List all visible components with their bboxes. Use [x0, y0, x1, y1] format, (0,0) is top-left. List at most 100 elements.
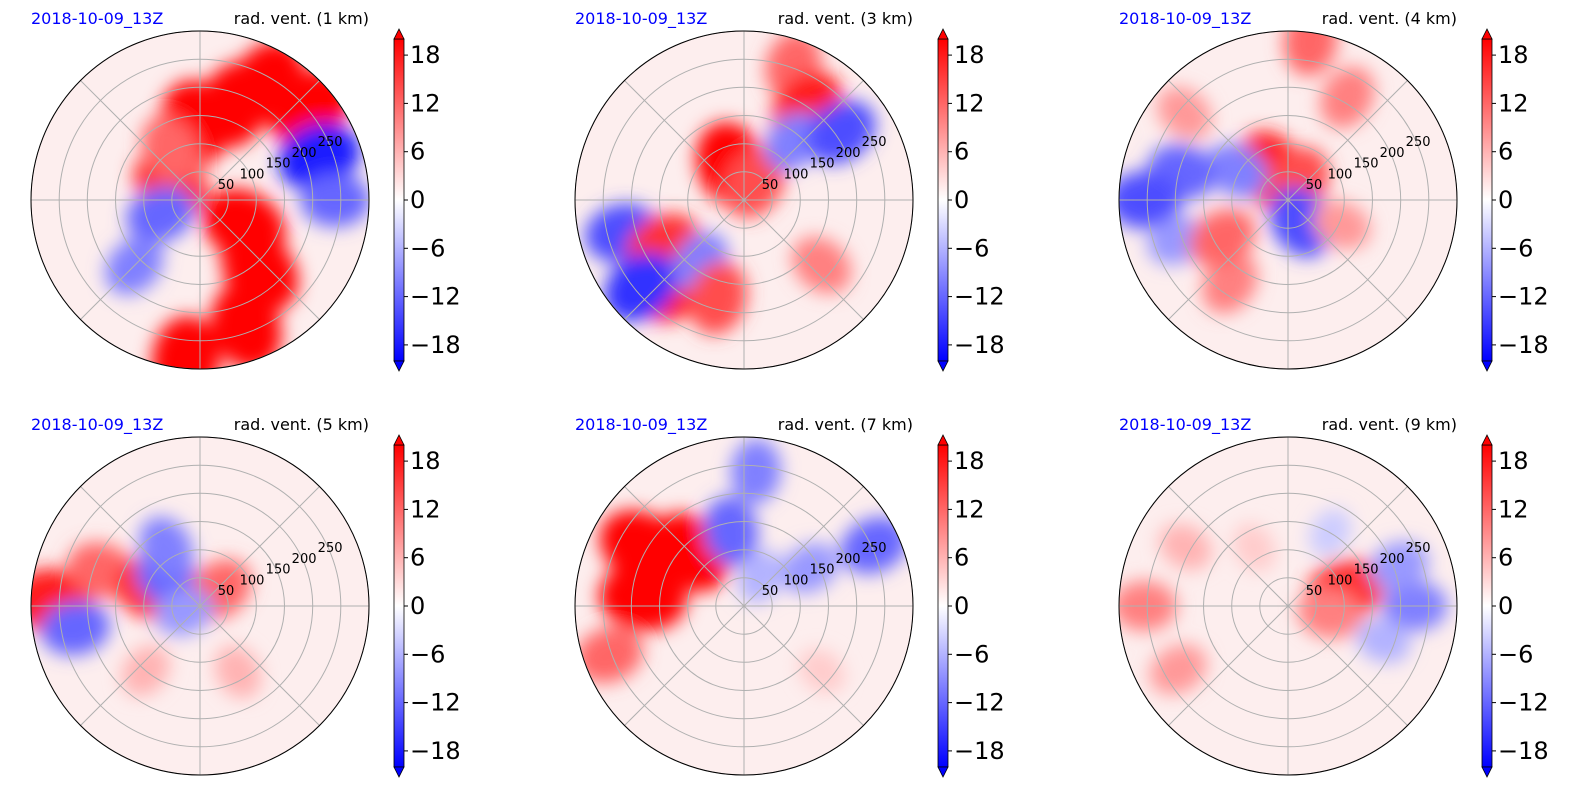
colorbar-extend-min [937, 360, 949, 372]
ring-label-100: 100 [784, 573, 809, 588]
panel-title: rad. vent. (9 km) [1322, 415, 1457, 434]
colorbar-tick--6: −6 [1498, 640, 1533, 668]
colorbar-extend-min [393, 360, 405, 372]
colorbar-bar [937, 38, 949, 362]
colorbar-extend-max [937, 28, 949, 40]
colorbar-tick-18: 18 [954, 447, 985, 475]
colorbar-bar [393, 444, 405, 768]
field-cell-6 [1369, 541, 1429, 590]
field-cell-9 [1283, 31, 1338, 76]
field-cell-5 [806, 100, 876, 164]
panel-date-label: 2018-10-09_13Z [575, 415, 707, 435]
grid-spoke [624, 486, 864, 726]
panel-title: rad. vent. (3 km) [778, 9, 913, 28]
ring-label-100: 100 [240, 573, 265, 588]
ring-label-150: 150 [1354, 563, 1379, 578]
panel-date-label: 2018-10-09_13Z [31, 415, 163, 435]
ring-label-150: 150 [266, 563, 291, 578]
colorbar-tick-18: 18 [1498, 447, 1529, 475]
ring-label-200: 200 [1380, 552, 1405, 567]
ring-label-50: 50 [1306, 178, 1323, 193]
panel-title: rad. vent. (7 km) [778, 415, 913, 434]
ring-label-50: 50 [218, 178, 235, 193]
field-cell-9 [1232, 523, 1276, 572]
field-cell-5 [730, 438, 781, 504]
field-cell-7 [840, 516, 908, 574]
field-cell-1 [598, 563, 688, 632]
field-cell-2 [1159, 523, 1212, 571]
colorbar-tick-12: 12 [954, 495, 985, 523]
ring-label-250: 250 [318, 541, 343, 556]
colorbar-tick-0: 0 [954, 592, 969, 620]
colorbar-tick--6: −6 [954, 234, 989, 262]
colorbar-bar [1481, 38, 1493, 362]
field-cell-3 [575, 627, 643, 683]
field-cell-8 [737, 550, 785, 604]
panel-title: rad. vent. (5 km) [234, 415, 369, 434]
colorbar-tick--12: −12 [954, 283, 1005, 311]
colorbar-tick-0: 0 [410, 186, 425, 214]
colorbar-extend-max [937, 434, 949, 446]
ring-label-250: 250 [1406, 541, 1431, 556]
ring-label-150: 150 [266, 157, 291, 172]
colorbar-tick-12: 12 [1498, 495, 1529, 523]
field-cell-11 [1312, 200, 1371, 250]
colorbar: 18 12 6 0 −6 −12 −18 [393, 434, 461, 778]
ring-label-100: 100 [240, 167, 265, 182]
field-cell-7 [1356, 618, 1411, 663]
colorbar-tick--18: −18 [410, 737, 461, 765]
colorbar-tick-0: 0 [1498, 592, 1513, 620]
colorbar: 18 12 6 0 −6 −12 −18 [1481, 28, 1549, 372]
panel-title: rad. vent. (1 km) [234, 9, 369, 28]
field-cell-9 [214, 645, 262, 699]
colorbar-tick-18: 18 [410, 41, 441, 69]
polar-frame [574, 436, 914, 776]
grid-spoke [1168, 80, 1408, 320]
panel-title: rad. vent. (4 km) [1322, 9, 1457, 28]
field-cell-4 [1297, 588, 1362, 639]
colorbar-tick-18: 18 [410, 447, 441, 475]
colorbar-tick-12: 12 [1498, 89, 1529, 117]
panel-date-label: 2018-10-09_13Z [1119, 415, 1251, 435]
colorbar-tick-18: 18 [1498, 41, 1529, 69]
ring-label-150: 150 [810, 563, 835, 578]
colorbar-bar [937, 444, 949, 768]
colorbar-extend-min [1481, 360, 1493, 372]
field-layer [575, 438, 908, 694]
colorbar-tick--18: −18 [954, 737, 1005, 765]
polar-frame [30, 30, 370, 370]
field-cell-10 [1320, 66, 1375, 129]
ring-label-250: 250 [862, 541, 887, 556]
ring-label-50: 50 [762, 178, 779, 193]
colorbar-tick--6: −6 [1498, 234, 1533, 262]
field-cell-8 [1156, 86, 1212, 140]
colorbar-tick--18: −18 [1498, 331, 1549, 359]
ring-label-100: 100 [784, 167, 809, 182]
ring-label-200: 200 [836, 552, 861, 567]
colorbar: 18 12 6 0 −6 −12 −18 [937, 28, 1005, 372]
colorbar: 18 12 6 0 −6 −12 −18 [393, 28, 461, 372]
colorbar-tick-0: 0 [410, 592, 425, 620]
colorbar-tick--18: −18 [1498, 737, 1549, 765]
colorbar-extend-min [393, 766, 405, 778]
ring-label-250: 250 [1406, 135, 1431, 150]
panel-date-label: 2018-10-09_13Z [31, 9, 163, 29]
colorbar-tick-6: 6 [410, 544, 425, 572]
field-cell-5 [139, 516, 194, 579]
polar-frame [30, 436, 370, 776]
ring-label-50: 50 [218, 584, 235, 599]
field-cell-9 [210, 283, 282, 369]
colorbar-bar [1481, 444, 1493, 768]
colorbar-tick--6: −6 [954, 640, 989, 668]
field-layer [1119, 508, 1448, 695]
field-cell-9 [604, 252, 677, 322]
field-cell-4 [764, 112, 822, 172]
colorbar-tick-6: 6 [954, 544, 969, 572]
colorbar-tick-0: 0 [954, 186, 969, 214]
colorbar-tick-18: 18 [954, 41, 985, 69]
grid-spoke [1168, 486, 1408, 726]
colorbar-tick-12: 12 [410, 495, 441, 523]
field-cell-1 [1149, 644, 1207, 695]
field-cell-1 [40, 600, 110, 656]
